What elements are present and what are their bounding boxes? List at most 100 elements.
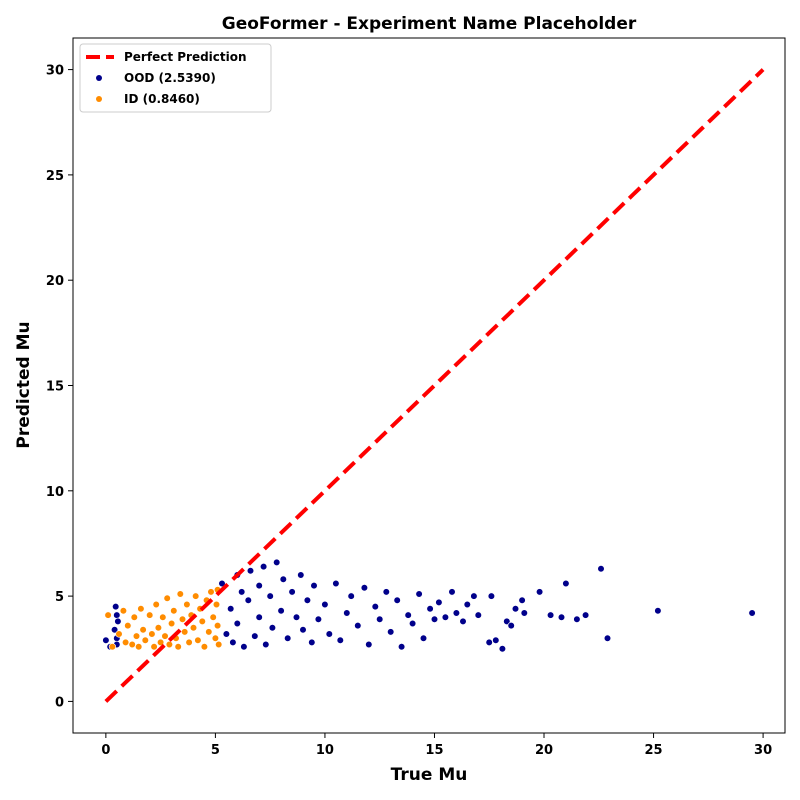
data-point — [192, 592, 200, 600]
data-point — [128, 640, 136, 649]
y-tick-label: 0 — [55, 695, 64, 710]
data-point — [292, 613, 301, 621]
data-point — [183, 600, 191, 609]
data-point — [503, 617, 511, 626]
data-point — [150, 643, 158, 651]
data-point — [154, 624, 162, 632]
data-point — [152, 600, 160, 609]
data-point — [104, 611, 112, 619]
data-point — [108, 643, 116, 651]
data-point — [139, 626, 147, 634]
data-point — [159, 613, 167, 621]
data-point — [189, 624, 198, 632]
data-point — [360, 584, 369, 592]
legend-box — [79, 43, 272, 113]
data-point — [435, 598, 443, 607]
data-point — [124, 621, 132, 630]
data-point — [262, 640, 270, 649]
data-point — [165, 640, 173, 649]
data-point — [176, 590, 184, 598]
series-0 — [102, 558, 756, 653]
y-tick-label: 20 — [46, 274, 64, 289]
data-point — [238, 588, 246, 596]
data-point — [562, 579, 570, 588]
data-point — [279, 575, 287, 583]
data-point — [240, 643, 248, 651]
data-point — [135, 643, 143, 651]
data-point — [535, 588, 544, 596]
data-point — [325, 630, 333, 638]
data-point — [376, 615, 384, 623]
data-point — [157, 638, 165, 647]
data-point — [200, 643, 208, 651]
data-point — [415, 590, 423, 598]
x-tick-label: 15 — [425, 743, 443, 758]
data-point — [748, 609, 756, 617]
data-point — [198, 617, 206, 626]
data-point — [163, 594, 171, 602]
data-point — [452, 609, 461, 617]
chart-title: GeoFormer - Experiment Name Placeholder — [222, 14, 637, 34]
data-point — [168, 619, 176, 628]
data-point — [448, 588, 456, 596]
data-point — [371, 602, 379, 611]
data-point — [365, 640, 373, 649]
data-point — [211, 634, 219, 642]
legend-label-id: ID (0.8460) — [124, 92, 200, 106]
data-point — [119, 607, 127, 615]
data-point — [382, 588, 390, 596]
y-tick-label: 15 — [46, 380, 64, 395]
data-point — [214, 621, 222, 630]
data-point — [518, 596, 526, 604]
data-point — [426, 605, 434, 613]
data-point — [174, 643, 182, 651]
data-point — [246, 567, 255, 575]
data-point — [487, 592, 496, 600]
data-point — [205, 628, 213, 636]
marks-layer — [102, 68, 765, 703]
data-point — [654, 607, 662, 615]
data-point — [398, 643, 406, 651]
data-point — [207, 588, 215, 596]
data-point — [268, 624, 277, 632]
data-point — [573, 615, 581, 623]
data-point — [507, 621, 515, 630]
data-point — [459, 617, 467, 626]
x-tick-label: 30 — [754, 743, 772, 758]
data-point — [299, 626, 307, 634]
legend-label-reference: Perfect Prediction — [124, 50, 247, 64]
data-point — [273, 558, 281, 567]
data-point — [419, 634, 428, 642]
data-point — [114, 617, 122, 626]
data-point — [148, 630, 156, 638]
x-tick-label: 0 — [101, 743, 110, 758]
data-point — [597, 565, 605, 573]
data-point — [485, 638, 493, 647]
data-point — [255, 581, 263, 590]
data-point — [284, 634, 292, 642]
data-point — [430, 615, 439, 623]
axes-layer: 0 5 10 15 20 25 30 0 5 10 15 20 25 30 — [46, 64, 772, 758]
data-point — [215, 640, 223, 649]
data-point — [170, 607, 178, 615]
data-point — [229, 638, 237, 647]
data-point — [557, 613, 566, 621]
y-axis-label: Predicted Mu — [14, 321, 34, 448]
data-point — [113, 611, 121, 619]
data-point — [498, 645, 507, 653]
data-point — [209, 613, 217, 621]
data-point — [227, 605, 235, 613]
data-point — [354, 621, 362, 630]
data-point — [251, 632, 259, 640]
data-point — [387, 628, 395, 636]
data-point — [141, 636, 149, 644]
perfect-prediction-line — [104, 68, 765, 703]
data-point — [137, 605, 145, 613]
data-point — [321, 600, 329, 609]
data-point — [110, 626, 119, 634]
y-tick-label: 5 — [55, 590, 64, 605]
data-point — [332, 579, 340, 588]
data-point — [178, 615, 187, 623]
data-point — [511, 605, 520, 613]
